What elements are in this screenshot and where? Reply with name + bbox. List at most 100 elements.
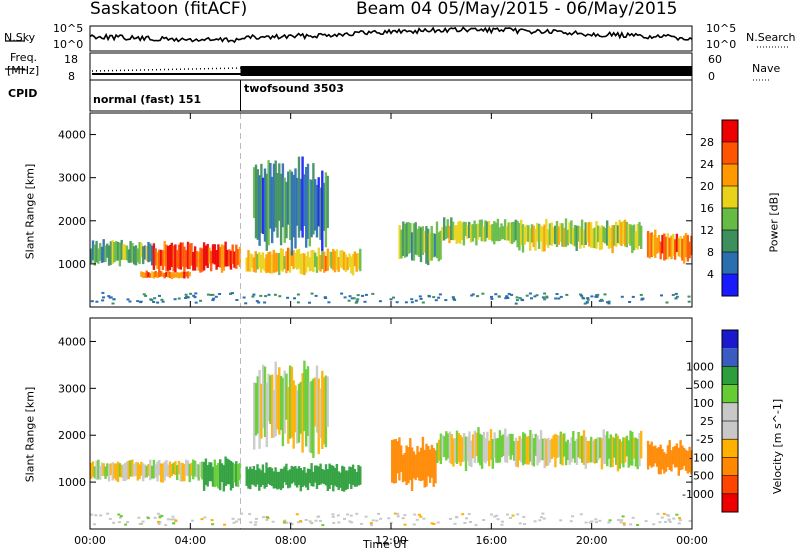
power-colorbar-tick-label: 12 [700,224,714,237]
scatter-cell [452,438,455,467]
scatter-cell [625,435,629,457]
freq-trace-twofsound [240,66,692,76]
scatter-cell [448,225,451,244]
scatter-cell [539,225,543,242]
ground-scatter-cell [136,300,140,303]
ground-scatter-cell [588,521,592,524]
cpid-mode-normal: normal (fast) 151 [93,93,202,106]
scatter-cell [276,471,279,490]
scatter-cell [543,224,546,252]
ground-scatter-cell [212,297,216,300]
velocity-colorbar-segment [722,402,738,421]
scatter-cell [274,361,277,437]
scatter-cell [131,459,134,477]
ground-scatter-cell [481,292,485,295]
scatter-cell [292,250,295,270]
scatter-cell [314,179,317,231]
power-colorbar-segment [722,252,738,274]
ground-scatter-cell [674,292,678,295]
scatter-cell [177,244,181,270]
ground-scatter-cell [343,296,347,299]
y-tick-label: 4000 [58,335,86,348]
ground-scatter-cell [514,302,518,305]
scatter-cell [570,220,573,245]
scatter-cell [504,428,507,463]
ground-scatter-cell [528,292,532,295]
scatter-cell [263,366,267,437]
ground-scatter-cell [671,294,675,296]
nsky-strip-frame [89,25,693,52]
scatter-cell [335,464,339,488]
scatter-cell [217,244,220,267]
y-tick-label: 4000 [58,129,86,142]
scatter-cell [279,248,283,271]
scatter-cell [673,239,677,260]
scatter-cell [480,435,484,469]
power-colorbar-tick-label: 24 [700,158,714,171]
scatter-cell [427,445,430,477]
scatter-cell [668,237,671,257]
scatter-cell [152,272,156,279]
scatter-cell [310,380,313,454]
scatter-cell [333,467,337,486]
scatter-cell [247,250,250,272]
scatter-cell [350,467,353,489]
ground-scatter-cell [156,512,160,515]
ground-scatter-cell [156,301,160,304]
ground-scatter-cell [126,298,130,301]
ground-scatter-cell [157,520,160,523]
scatter-cell [588,440,591,463]
scatter-cell [441,435,444,458]
scatter-cell [577,225,580,242]
scatter-cell [181,271,184,279]
scatter-cell [351,464,355,485]
scatter-cell [598,227,602,251]
scatter-cell [305,167,308,248]
scatter-cell [181,462,184,482]
scatter-cell [648,444,652,466]
scatter-cell [179,462,182,482]
scatter-cell [493,221,496,245]
power-colorbar-segment [722,208,738,230]
scatter-cell [254,251,257,273]
scatter-cell [165,271,168,277]
scatter-cell [186,460,190,477]
scatter-cell [274,160,277,228]
ground-scatter-cell [117,513,121,516]
scatter-cell [536,222,539,242]
scatter-cell [265,462,268,487]
scatter-cell [428,449,432,483]
scatter-cell [675,233,679,253]
scatter-cell [471,224,474,242]
scatter-cell [652,446,655,467]
scatter-cell [398,225,401,259]
scatter-cell [423,449,426,488]
scatter-cell [208,462,211,482]
scatter-cell [183,246,186,274]
ground-scatter-cell [515,296,519,299]
scatter-cell [111,462,114,481]
scatter-cell [247,469,250,489]
scatter-cell [138,242,141,265]
scatter-cell [201,461,204,480]
ground-scatter-cell [667,514,671,517]
scatter-cell [319,388,322,438]
scatter-cell [613,438,616,458]
scatter-cell [323,251,326,273]
scatter-cell [484,220,487,242]
scatter-cell [172,462,175,475]
scatter-cell [222,465,225,492]
scatter-cell [584,222,587,245]
nave-tick-bottom: 0 [708,70,715,83]
scatter-cell [124,462,127,482]
scatter-cell [118,463,122,477]
ground-scatter-cell [622,524,626,527]
scatter-cell [414,454,417,481]
scatter-cell [134,245,138,266]
scatter-cell [236,249,240,265]
ground-scatter-cell [331,513,335,516]
scatter-cell [473,220,476,238]
scatter-cell [185,271,188,277]
scatter-cell [477,427,480,463]
ground-scatter-cell [393,512,397,515]
